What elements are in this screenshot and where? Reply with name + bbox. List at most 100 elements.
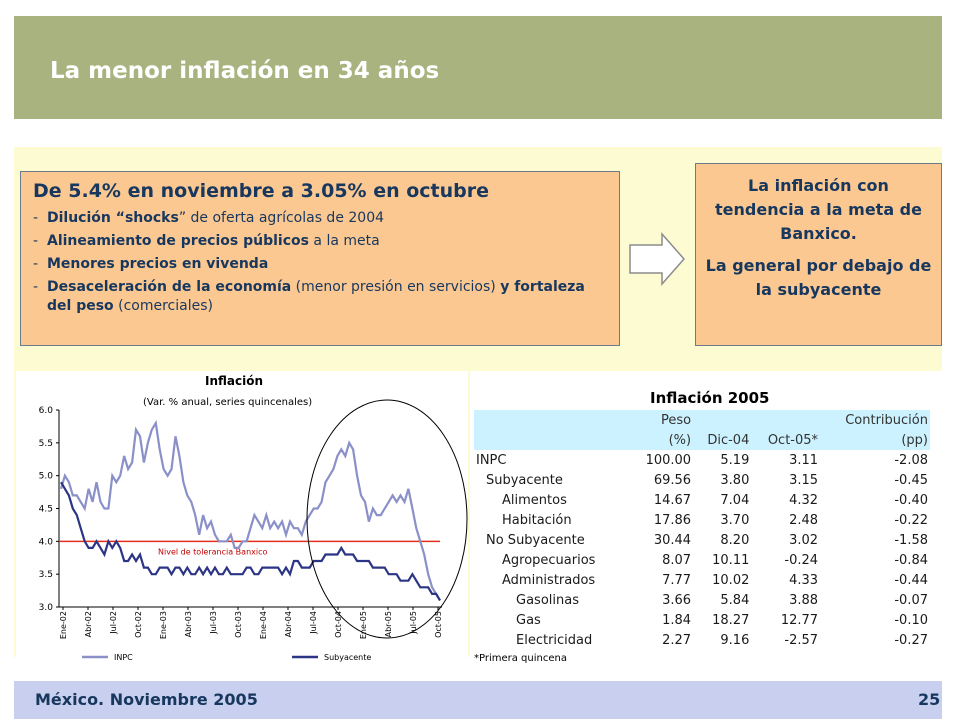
y-tick-label: 5.5 — [39, 439, 53, 449]
left-summary-box: De 5.4% en noviembre a 3.05% en octubre … — [20, 171, 620, 346]
row-label: Agropecuarios — [502, 552, 596, 568]
y-tick-label: 4.5 — [39, 505, 53, 515]
table-header-cell — [693, 410, 752, 430]
y-tick-label: 3.0 — [39, 603, 54, 613]
x-tick-label: Oct-02 — [134, 611, 143, 638]
cell-peso: 3.66 — [662, 592, 692, 608]
y-tick-label: 4.0 — [39, 537, 54, 547]
x-tick-label: Ene-02 — [59, 611, 68, 639]
cell-dic04: 5.84 — [720, 592, 750, 608]
bullet-item: - Dilución “shocks” de oferta agrícolas … — [33, 209, 607, 228]
table-header-cell: (pp) — [820, 430, 930, 450]
row-label: Subyacente — [486, 472, 563, 488]
cell-oct05: -0.24 — [784, 552, 819, 568]
table-row: No Subyacente 30.44 8.20 3.02 -1.58 — [474, 530, 930, 550]
right-arrow-icon — [629, 232, 685, 286]
bullet-item: - Desaceleración de la economía (menor p… — [33, 278, 607, 316]
cell-contrib: -0.07 — [894, 592, 928, 608]
cell-dic04: 8.20 — [720, 532, 750, 548]
row-label: Gas — [516, 612, 541, 628]
left-box-heading: De 5.4% en noviembre a 3.05% en octubre — [33, 180, 490, 202]
legend-label: Subyacente — [324, 653, 371, 662]
cell-contrib: -1.58 — [894, 532, 928, 548]
legend-label: INPC — [114, 653, 133, 662]
cell-peso: 30.44 — [653, 532, 692, 548]
x-tick-label: Jul-04 — [309, 611, 318, 635]
bullet-item: - Alineamiento de precios públicos a la … — [33, 232, 607, 251]
x-tick-label: Jul-05 — [409, 611, 418, 635]
conclusion-line-1: La inflación con tendencia a la meta de … — [715, 176, 922, 243]
row-label: Gasolinas — [516, 592, 579, 608]
cell-oct05: 3.02 — [789, 532, 819, 548]
bullet-bold-text: Dilución “shocks — [47, 210, 179, 226]
row-label: INPC — [476, 452, 507, 468]
bullet-text: ” de oferta agrícolas de 2004 — [178, 210, 385, 226]
cell-contrib: -0.40 — [894, 492, 928, 508]
conclusion-line-2: La general por debajo de la subyacente — [705, 256, 932, 299]
bullet-bold-text: Alineamiento de precios públicos — [47, 233, 309, 249]
table-header-cell — [474, 430, 631, 450]
chart-panel — [16, 371, 468, 668]
table-row: Gasolinas 3.66 5.84 3.88 -0.07 — [474, 590, 930, 610]
cell-dic04: 10.02 — [712, 572, 750, 588]
table-row: Subyacente 69.56 3.80 3.15 -0.45 — [474, 470, 930, 490]
cell-oct05: 4.33 — [789, 572, 819, 588]
table-row: Habitación 17.86 3.70 2.48 -0.22 — [474, 510, 930, 530]
footer-text: México. Noviembre 2005 — [35, 690, 258, 709]
cell-dic04: 18.27 — [712, 612, 750, 628]
cell-contrib: -0.84 — [894, 552, 928, 568]
cell-oct05: 3.88 — [789, 592, 819, 608]
x-tick-label: Oct-05 — [434, 611, 443, 638]
bullet-bold-text: Menores precios en vivenda — [47, 256, 269, 272]
cell-dic04: 10.11 — [712, 552, 750, 568]
table-header-row: Peso Contribución — [474, 410, 930, 430]
x-tick-label: Oct-04 — [334, 611, 343, 638]
cell-contrib: -0.44 — [894, 572, 928, 588]
chart-subtitle: (Var. % anual, series quincenales) — [143, 397, 313, 408]
table-title: Inflación 2005 — [650, 389, 770, 407]
highlight-ellipse — [306, 399, 468, 639]
cell-peso: 17.86 — [653, 512, 692, 528]
cell-oct05: 2.48 — [789, 512, 819, 528]
page-number: 25 — [918, 690, 941, 709]
cell-peso: 2.27 — [662, 632, 692, 648]
bullet-text: (comerciales) — [113, 298, 213, 314]
bullet-bold-text: Desaceleración de la economía — [47, 279, 292, 295]
x-tick-label: Oct-03 — [234, 611, 243, 638]
x-tick-label: Ene-04 — [259, 611, 268, 639]
chart-title: Inflación — [205, 374, 264, 388]
bullet-dash: - — [33, 233, 39, 249]
cell-contrib: -2.08 — [894, 452, 928, 468]
cell-oct05: 4.32 — [789, 492, 819, 508]
right-conclusion-box: La inflación con tendencia a la meta de … — [695, 163, 942, 346]
x-tick-label: Abr-02 — [84, 611, 93, 637]
table-header-cell: (%) — [630, 430, 694, 450]
inflation-line-chart: 3.0 3.5 4.0 4.5 5.0 5.5 6.0 Ene-02 Abr-02 Jul-02 O… — [39, 399, 468, 662]
row-label: Administrados — [502, 572, 596, 588]
bullet-text: (menor presión en servicios) — [291, 279, 501, 295]
cell-contrib: -0.45 — [894, 472, 928, 488]
row-label: Electricidad — [516, 632, 593, 648]
table-header-cell: Dic-04 — [693, 430, 752, 450]
table-header-cell — [751, 410, 821, 430]
cell-oct05: 12.77 — [780, 612, 819, 628]
bullet-dash: - — [33, 210, 39, 226]
footer-bar — [14, 681, 942, 719]
table-header-cell — [474, 410, 631, 430]
series-line-subyacente — [60, 481, 441, 601]
cell-dic04: 3.70 — [720, 512, 750, 528]
x-tick-label: Abr-03 — [184, 611, 193, 637]
cell-peso: 100.00 — [645, 452, 692, 468]
reference-label: Nivel de tolerancia Banxico — [158, 547, 267, 556]
table-footnote: *Primera quincena — [474, 653, 567, 664]
table-row: Gas 1.84 18.27 12.77 -0.10 — [474, 610, 930, 630]
cell-peso: 69.56 — [653, 472, 692, 488]
cell-peso: 14.67 — [653, 492, 692, 508]
row-label: No Subyacente — [486, 532, 585, 548]
table-row: Electricidad 2.27 9.16 -2.57 -0.27 — [474, 630, 930, 650]
x-tick-label: Abr-04 — [284, 611, 293, 637]
x-tick-label: Abr-05 — [384, 611, 393, 637]
table-header-cell: Contribución — [820, 410, 930, 430]
bullet-text: a la meta — [308, 233, 380, 249]
table-row: Agropecuarios 8.07 10.11 -0.24 -0.84 — [474, 550, 930, 570]
